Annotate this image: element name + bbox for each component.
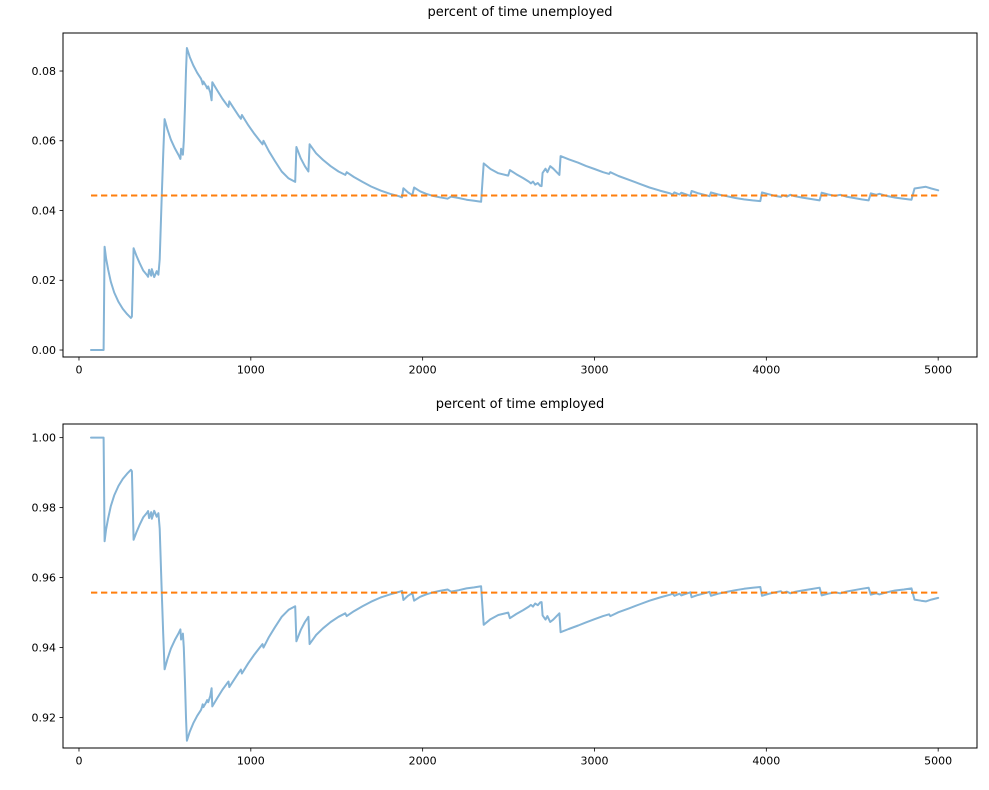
axes-box-unemployed: [62, 32, 978, 358]
y-tick-label-employed: 0.96: [32, 571, 57, 584]
series-line-employed: [90, 436, 940, 742]
y-tick-label-employed: 0.92: [32, 711, 57, 724]
x-tick-label-employed: 5000: [924, 755, 952, 768]
x-tick-label-unemployed: 3000: [580, 364, 608, 377]
x-tick-label-unemployed: 5000: [924, 364, 952, 377]
axes-employed: 0 1000 2000 3000 4000 5000 0.92 0.94 0.96 0.98 1.0…: [32, 423, 978, 768]
x-tick-label-employed: 1000: [237, 755, 265, 768]
x-tick-label-employed: 0: [75, 755, 82, 768]
y-tick-label-unemployed: 0.04: [32, 204, 57, 217]
y-tick-label-unemployed: 0.00: [32, 344, 57, 357]
x-tick-label-unemployed: 4000: [752, 364, 780, 377]
x-tick-label-employed: 3000: [580, 755, 608, 768]
x-tick-label-unemployed: 0: [75, 364, 82, 377]
series-line-unemployed: [90, 47, 940, 351]
y-tick-label-unemployed: 0.06: [32, 135, 57, 148]
subplot-title-unemployed: percent of time unemployed: [427, 5, 613, 20]
y-tick-label-employed: 0.94: [32, 641, 57, 654]
y-tick-label-employed: 0.98: [32, 501, 57, 514]
x-tick-label-employed: 2000: [409, 755, 437, 768]
axes-box-employed: [62, 423, 978, 749]
y-tick-label-unemployed: 0.08: [32, 65, 57, 78]
axes-unemployed: 0 1000 2000 3000 4000 5000 0.00 0.02 0.04 0.06 0.0…: [32, 32, 978, 377]
x-tick-label-unemployed: 1000: [237, 364, 265, 377]
subplot-title-employed: percent of time employed: [435, 397, 605, 412]
y-tick-label-unemployed: 0.02: [32, 274, 57, 287]
y-tick-label-employed: 1.00: [32, 431, 57, 444]
x-tick-label-unemployed: 2000: [409, 364, 437, 377]
x-tick-label-employed: 4000: [752, 755, 780, 768]
